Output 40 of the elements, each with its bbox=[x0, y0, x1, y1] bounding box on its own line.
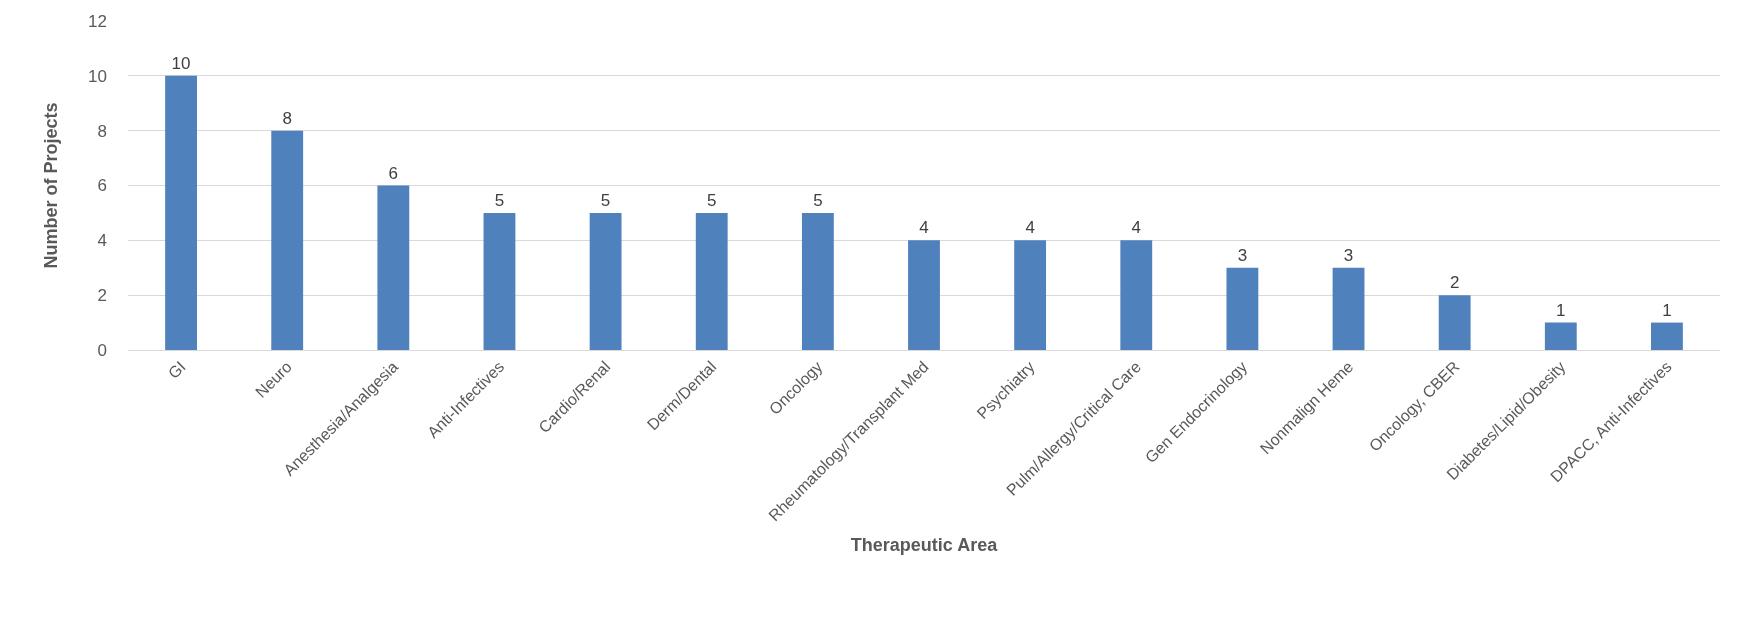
bar bbox=[1332, 267, 1365, 350]
y-tick-label: 2 bbox=[97, 286, 107, 306]
y-tick-label: 6 bbox=[97, 176, 107, 196]
bar bbox=[1014, 240, 1047, 350]
bar bbox=[1226, 267, 1259, 350]
data-label: 10 bbox=[171, 53, 191, 73]
data-label: 4 bbox=[1131, 218, 1141, 238]
data-label: 4 bbox=[1025, 218, 1035, 238]
y-tick-label: 4 bbox=[97, 231, 107, 251]
bar bbox=[271, 130, 304, 350]
x-tick-label: GI bbox=[164, 357, 189, 382]
data-label: 2 bbox=[1449, 273, 1460, 293]
y-tick-label: 12 bbox=[88, 11, 107, 31]
y-tick-label: 8 bbox=[97, 121, 107, 141]
bar bbox=[801, 212, 834, 350]
bar bbox=[695, 212, 728, 350]
y-tick-label: 0 bbox=[97, 340, 107, 360]
y-tick-label: 10 bbox=[88, 66, 107, 86]
bar bbox=[1438, 295, 1471, 350]
data-label: 5 bbox=[813, 190, 823, 210]
data-label: 1 bbox=[1662, 300, 1672, 320]
data-label: 5 bbox=[494, 190, 505, 210]
bar bbox=[483, 212, 516, 350]
bar bbox=[1120, 240, 1153, 350]
bar bbox=[589, 212, 622, 350]
bar bbox=[1544, 322, 1577, 350]
data-label: 6 bbox=[388, 163, 399, 183]
y-axis-title: Number of Projects bbox=[41, 102, 62, 269]
bar bbox=[1651, 322, 1683, 350]
data-label: 3 bbox=[1343, 245, 1354, 265]
x-axis-title: Therapeutic Area bbox=[850, 535, 999, 556]
bar bbox=[377, 185, 410, 350]
data-label: 8 bbox=[282, 108, 292, 128]
data-label: 5 bbox=[600, 190, 611, 210]
data-label: 3 bbox=[1237, 245, 1248, 265]
data-label: 5 bbox=[707, 190, 717, 210]
data-label: 1 bbox=[1556, 300, 1566, 320]
data-label: 4 bbox=[919, 218, 929, 238]
bar bbox=[908, 240, 940, 350]
bar bbox=[165, 75, 197, 350]
